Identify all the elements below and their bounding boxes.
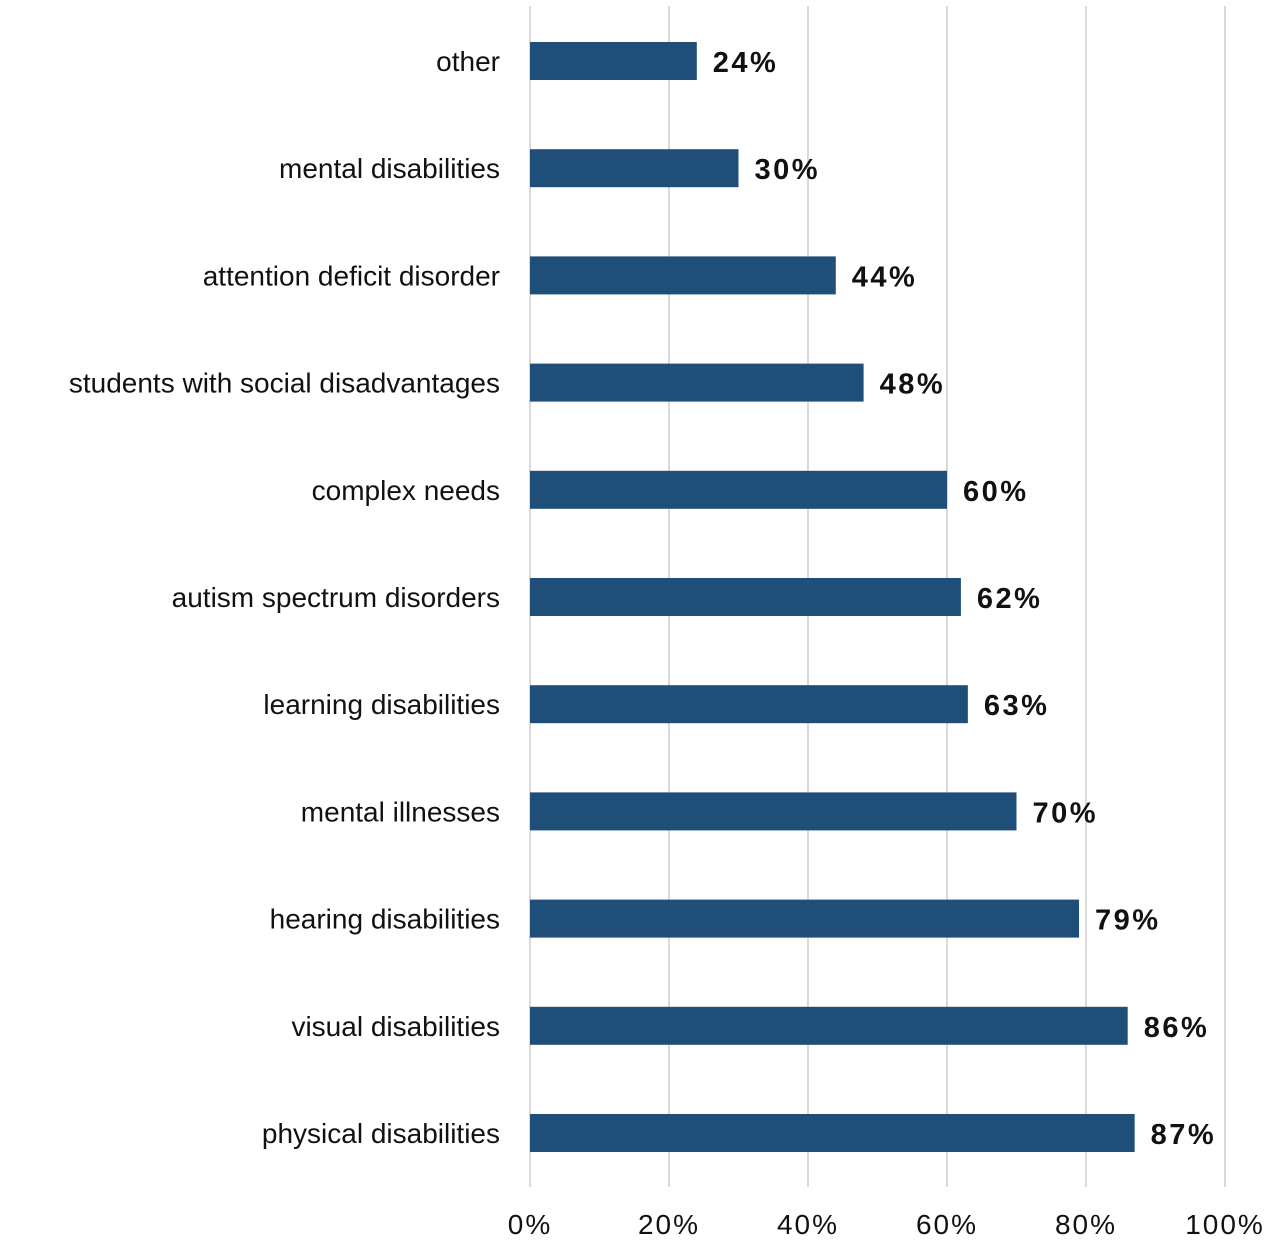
bar [530, 42, 697, 80]
x-tick-label: 80% [1055, 1209, 1117, 1240]
data-label: 48% [880, 369, 946, 401]
x-tick-label: 60% [916, 1209, 978, 1240]
category-label: complex needs [312, 475, 500, 506]
category-label: visual disabilities [291, 1011, 500, 1042]
data-label: 87% [1151, 1119, 1217, 1151]
bar [530, 578, 961, 616]
x-tick-label: 20% [638, 1209, 700, 1240]
data-label: 30% [755, 154, 821, 186]
bar [530, 149, 739, 188]
bar [530, 256, 836, 295]
category-label: attention deficit disorder [203, 260, 500, 291]
category-label: hearing disabilities [270, 904, 500, 935]
value-labels: 24% 30% 44% 48% 60% 62% 63% 70% 79% 86% 87% [713, 47, 1217, 1151]
data-label: 60% [963, 476, 1029, 508]
category-labels: other mental disabilities attention defici… [69, 46, 500, 1149]
bar [530, 363, 864, 402]
bar [530, 470, 947, 509]
bar [530, 1006, 1128, 1045]
data-label: 24% [713, 47, 779, 79]
x-tick-label: 100% [1185, 1209, 1265, 1240]
category-label: physical disabilities [262, 1118, 500, 1149]
bar [530, 792, 1017, 831]
data-label: 63% [984, 690, 1050, 722]
category-label: students with social disadvantages [69, 368, 500, 399]
category-label: autism spectrum disorders [172, 582, 500, 613]
data-label: 70% [1033, 797, 1099, 829]
x-axis-tick-labels: 0% 20% 40% 60% 80% 100% [508, 1209, 1265, 1240]
data-label: 44% [852, 261, 918, 293]
category-label: mental illnesses [301, 796, 500, 827]
category-label: learning disabilities [263, 689, 500, 720]
x-tick-label: 0% [508, 1209, 552, 1240]
bar [530, 899, 1080, 938]
category-label: mental disabilities [279, 153, 500, 184]
bars [530, 42, 1135, 1152]
bar [530, 1114, 1135, 1152]
x-tick-label: 40% [777, 1209, 839, 1240]
data-label: 62% [977, 583, 1043, 615]
category-label: other [436, 46, 500, 77]
data-label: 86% [1144, 1012, 1210, 1044]
bar [530, 685, 968, 724]
data-label: 79% [1095, 905, 1161, 937]
